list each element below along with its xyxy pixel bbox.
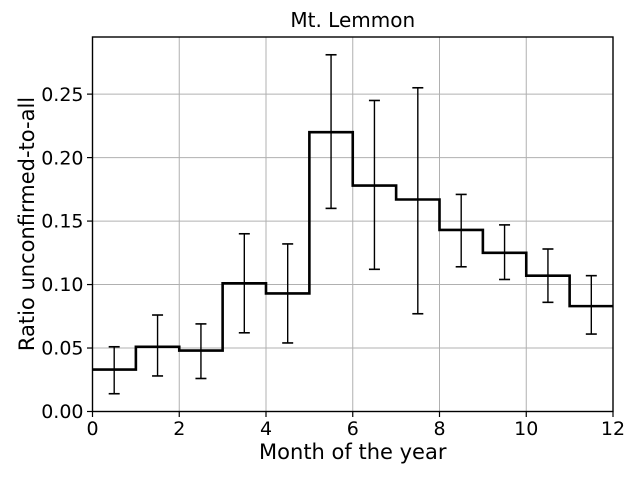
error-bar (542, 248, 554, 304)
error-bar (152, 314, 164, 377)
x-tick-label: 0 (86, 418, 98, 440)
error-bar (412, 86, 424, 315)
chart-title: Mt. Lemmon (290, 8, 415, 32)
y-axis-label: Ratio unconfirmed-to-all (15, 97, 39, 351)
grid-layer (92, 37, 614, 412)
error-bar (499, 224, 511, 281)
step-series-layer (92, 53, 613, 395)
x-tick-label: 2 (173, 418, 185, 440)
step-line (92, 130, 613, 371)
error-bar (238, 232, 250, 334)
error-bar (455, 193, 467, 268)
error-bar (585, 274, 597, 335)
x-tick-label: 6 (347, 418, 359, 440)
y-tick-label: 0.00 (41, 401, 83, 423)
error-bar (282, 243, 294, 344)
error-bar (108, 345, 120, 395)
y-tick-label: 0.15 (41, 211, 83, 233)
error-bar (325, 53, 337, 210)
y-tick-label: 0.20 (41, 147, 83, 169)
x-tick-label: 12 (601, 418, 625, 440)
y-tick-label: 0.25 (41, 84, 83, 106)
x-tick-label: 4 (260, 418, 272, 440)
error-bar (195, 323, 207, 380)
axes-layer (87, 36, 614, 417)
y-tick-label: 0.10 (41, 274, 83, 296)
x-axis-label: Month of the year (259, 440, 447, 464)
tick-label-layer: 0 2 4 6 8 10 12 0.00 0.05 0.10 0.15 0.20 0.25 (41, 84, 625, 440)
error-bar (368, 99, 380, 271)
x-tick-label: 10 (514, 418, 538, 440)
x-tick-label: 8 (433, 418, 445, 440)
y-tick-label: 0.05 (41, 338, 83, 360)
